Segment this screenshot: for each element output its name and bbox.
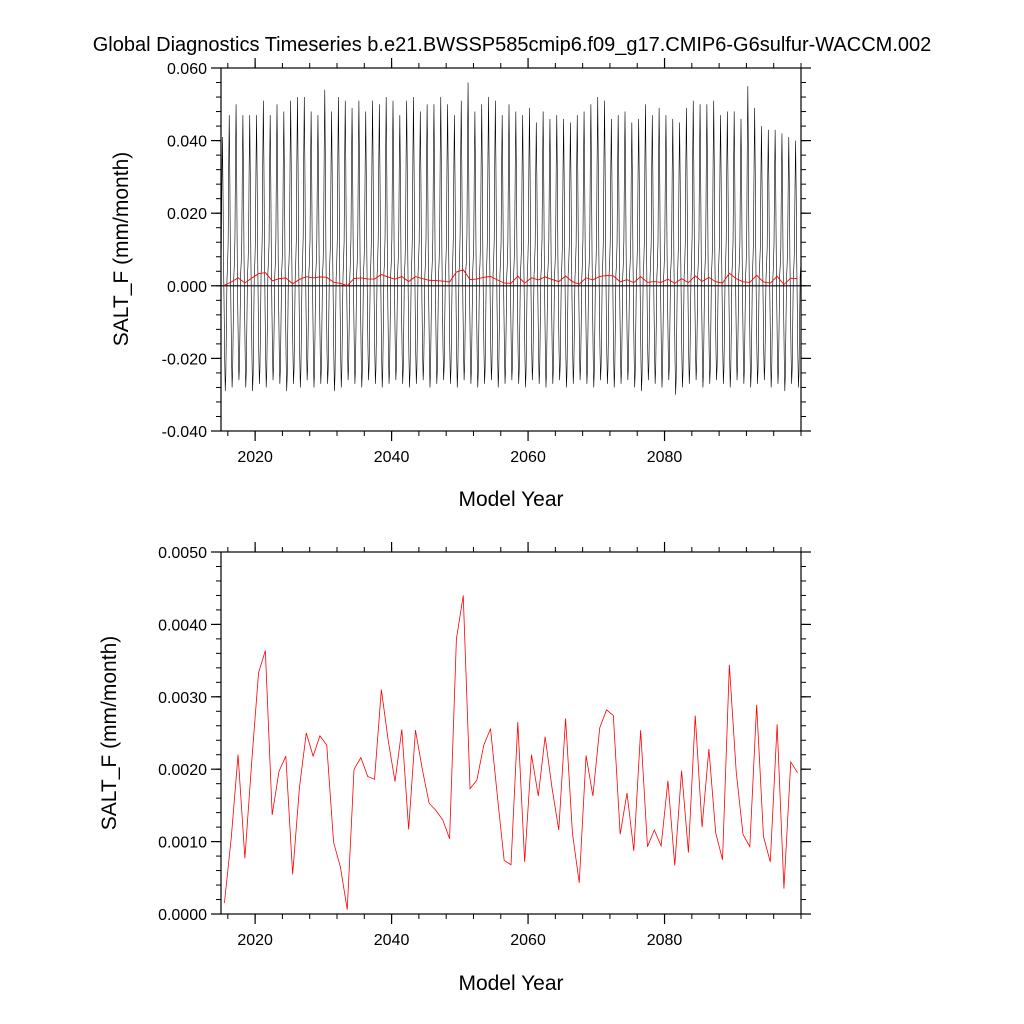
top-annual-mean-line — [224, 269, 798, 287]
bottom-panel: 0.0000 0.0010 0.0020 0.0030 0.0040 0.0050 2020… — [98, 542, 811, 995]
bottom-y-tick-label: 0.0000 — [158, 907, 207, 924]
top-series-group — [221, 82, 801, 395]
top-x-tick-label: 2040 — [374, 449, 410, 466]
bottom-y-tick-label: 0.0040 — [158, 617, 207, 634]
bottom-y-tick-label: 0.0020 — [158, 762, 207, 779]
top-y-tick-label: 0.000 — [167, 279, 207, 296]
bottom-annual-mean-line — [224, 595, 798, 910]
top-plot-frame — [220, 67, 802, 432]
bottom-x-tick-label: 2080 — [647, 932, 683, 949]
top-x-tick-label: 2020 — [237, 449, 273, 466]
top-plot-area: -0.040 -0.020 0.000 0.020 0.040 0.060 2020 2040… — [162, 58, 811, 466]
bottom-x-axis-label: Model Year — [458, 972, 563, 995]
top-y-tick-label: -0.040 — [162, 424, 207, 441]
top-x-tick-label: 2060 — [510, 449, 546, 466]
bottom-y-tick-label: 0.0010 — [158, 835, 207, 852]
bottom-y-tick-label: 0.0030 — [158, 690, 207, 707]
top-x-axis-label: Model Year — [458, 488, 563, 511]
bottom-plot-frame — [220, 551, 802, 915]
bottom-y-tick-label: 0.0050 — [158, 545, 207, 562]
top-y-tick-label: 0.060 — [167, 61, 207, 78]
bottom-x-tick-label: 2040 — [374, 932, 410, 949]
top-x-tick-label: 2080 — [647, 449, 683, 466]
top-y-tick-label: 0.040 — [167, 134, 207, 151]
bottom-x-tick-label: 2060 — [510, 932, 546, 949]
top-y-tick-label: -0.020 — [162, 351, 207, 368]
monthly-series-line — [221, 82, 801, 395]
top-y-axis-label: SALT_F (mm/month) — [110, 152, 133, 346]
bottom-series-group — [224, 595, 798, 910]
bottom-x-tick-label: 2020 — [237, 932, 273, 949]
top-y-tick-label: 0.020 — [167, 206, 207, 223]
top-panel: -0.040 -0.020 0.000 0.020 0.040 0.060 2020 2040… — [110, 58, 811, 511]
bottom-plot-area: 0.0000 0.0010 0.0020 0.0030 0.0040 0.0050 2020… — [158, 542, 811, 949]
bottom-y-axis-label: SALT_F (mm/month) — [98, 636, 121, 830]
chart-title: Global Diagnostics Timeseries b.e21.BWSS… — [93, 34, 932, 56]
